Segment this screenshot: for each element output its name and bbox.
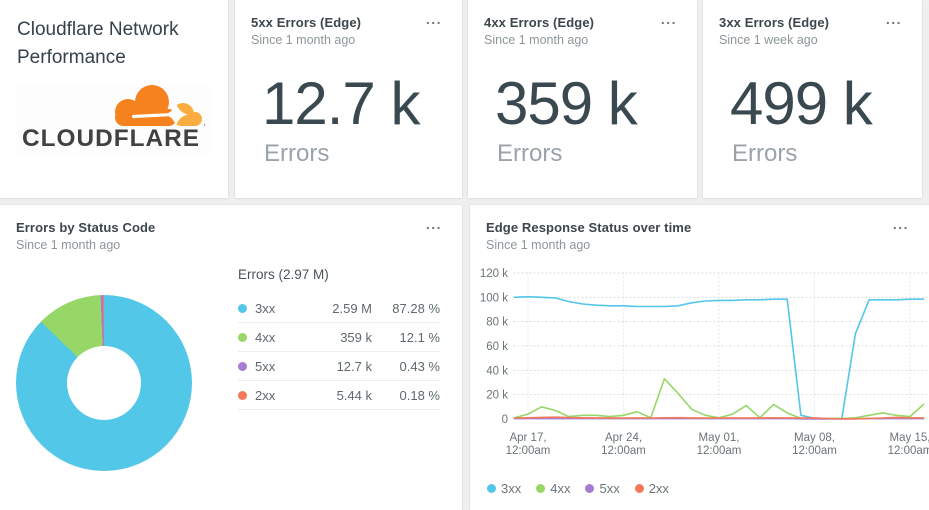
slice-value: 5.44 k xyxy=(336,387,372,403)
cloudflare-logo-graphic: CLOUDFLARE ' xyxy=(22,85,206,152)
legend-item-3xx[interactable]: 3xx xyxy=(487,481,521,496)
card-subtitle: Since 1 month ago xyxy=(251,33,356,47)
card-menu-button[interactable]: ... xyxy=(889,215,913,233)
x-tick-time: 12:00am xyxy=(506,445,551,457)
series-color-dot xyxy=(238,361,247,371)
card-subtitle: Since 1 month ago xyxy=(484,33,589,47)
slice-label: 4xx xyxy=(255,329,276,345)
card-subtitle: Since 1 week ago xyxy=(719,33,818,47)
pie-table-row: 4xx 359 k 12.1 % xyxy=(238,323,440,352)
card-menu-button[interactable]: ... xyxy=(422,10,446,28)
slice-label: 3xx xyxy=(255,300,276,316)
card-subtitle: Since 1 month ago xyxy=(16,238,121,252)
card-title: 5xx Errors (Edge) xyxy=(251,15,362,30)
x-tick-date: May 08, xyxy=(794,432,835,444)
slice-value: 2.59 M xyxy=(332,300,372,316)
x-tick-date: Apr 17, xyxy=(509,432,546,444)
y-tick-label: 60 k xyxy=(486,341,508,353)
series-color-dot xyxy=(238,390,247,400)
card-subtitle: Since 1 month ago xyxy=(486,238,591,252)
series-color-dot xyxy=(536,484,546,493)
cloudflare-logo-text: CLOUDFLARE xyxy=(22,125,200,152)
x-tick-time: 12:00am xyxy=(888,445,929,457)
card-menu-button[interactable]: ... xyxy=(657,10,681,28)
y-tick-label: 100 k xyxy=(480,292,508,304)
pie-table-row: 2xx 5.44 k 0.18 % xyxy=(238,381,440,410)
errors-donut-chart xyxy=(16,295,192,471)
legend-label: 2xx xyxy=(648,481,669,496)
svg-text:': ' xyxy=(204,123,206,132)
header-card: Cloudflare Network Performance CLOUDFLAR… xyxy=(0,0,228,198)
cloud-shape xyxy=(115,85,202,126)
legend-item-2xx[interactable]: 2xx xyxy=(634,481,669,496)
series-line-2xx xyxy=(513,416,925,420)
x-tick-time: 12:00am xyxy=(601,445,646,457)
series-line-3xx xyxy=(513,295,925,420)
pie-table-rows: 3xx 2.59 M 87.28 % 4xx 359 k 12.1 % 5xx 12.7 k 0… xyxy=(238,294,440,410)
legend-label: 3xx xyxy=(501,481,522,496)
x-tick-time: 12:00am xyxy=(792,445,837,457)
slice-percent: 12.1 % xyxy=(399,329,440,345)
slice-percent: 0.43 % xyxy=(399,358,440,374)
edge-response-status-card: Edge Response Status over time Since 1 m… xyxy=(470,205,929,510)
stat-unit: Errors xyxy=(497,140,563,167)
y-tick-label: 120 k xyxy=(480,268,508,280)
pie-legend-table: Errors (2.97 M) 3xx 2.59 M 87.28 % 4xx 359 k… xyxy=(238,267,440,410)
y-tick-label: 80 k xyxy=(486,317,508,329)
series-color-dot xyxy=(238,332,247,342)
series-color-dot xyxy=(634,484,644,493)
dashboard-title: Cloudflare Network Performance xyxy=(17,19,179,68)
card-menu-button[interactable]: ... xyxy=(882,10,906,28)
stat-card-4xx: 4xx Errors (Edge) Since 1 month ago ... … xyxy=(468,0,697,198)
card-title: Edge Response Status over time xyxy=(486,220,692,235)
stat-card-3xx: 3xx Errors (Edge) Since 1 week ago ... 4… xyxy=(703,0,922,198)
x-tick-date: May 01, xyxy=(699,432,740,444)
errors-by-status-card: Errors by Status Code Since 1 month ago … xyxy=(0,205,462,510)
card-title: 4xx Errors (Edge) xyxy=(484,15,595,30)
cloudflare-logo: CLOUDFLARE ' xyxy=(16,84,212,154)
stat-value: 499 k xyxy=(730,70,873,137)
legend-item-5xx[interactable]: 5xx xyxy=(585,481,620,496)
legend-label: 4xx xyxy=(550,481,571,496)
slice-value: 12.7 k xyxy=(336,358,372,374)
y-tick-label: 40 k xyxy=(486,365,508,377)
series-color-dot xyxy=(238,303,247,313)
slice-label: 2xx xyxy=(255,387,276,403)
pie-table-row: 5xx 12.7 k 0.43 % xyxy=(238,352,440,381)
slice-value: 359 k xyxy=(340,329,372,345)
card-title: 3xx Errors (Edge) xyxy=(719,15,830,30)
line-chart-legend: 3xx 4xx 5xx 2xx xyxy=(487,481,669,496)
card-title: Errors by Status Code xyxy=(16,220,156,235)
stat-unit: Errors xyxy=(732,140,798,167)
legend-label: 5xx xyxy=(599,481,620,496)
pie-table-row: 3xx 2.59 M 87.28 % xyxy=(238,294,440,323)
slice-percent: 87.28 % xyxy=(392,300,440,316)
card-menu-button[interactable]: ... xyxy=(422,215,446,233)
stat-card-5xx: 5xx Errors (Edge) Since 1 month ago ... … xyxy=(235,0,462,198)
x-tick-date: Apr 24, xyxy=(605,432,642,444)
stat-unit: Errors xyxy=(264,140,330,167)
x-tick-time: 12:00am xyxy=(697,445,742,457)
slice-percent: 0.18 % xyxy=(399,387,440,403)
series-color-dot xyxy=(585,484,595,493)
slice-label: 5xx xyxy=(255,358,276,374)
y-tick-label: 0 xyxy=(502,414,508,426)
legend-item-4xx[interactable]: 4xx xyxy=(536,481,570,496)
series-color-dot xyxy=(487,484,496,493)
stat-value: 12.7 k xyxy=(262,70,420,137)
donut-hole xyxy=(67,346,141,420)
y-tick-label: 20 k xyxy=(486,390,508,402)
x-tick-date: May 15, xyxy=(890,432,929,444)
stat-value: 359 k xyxy=(495,70,638,137)
pie-table-header: Errors (2.97 M) xyxy=(238,267,329,282)
